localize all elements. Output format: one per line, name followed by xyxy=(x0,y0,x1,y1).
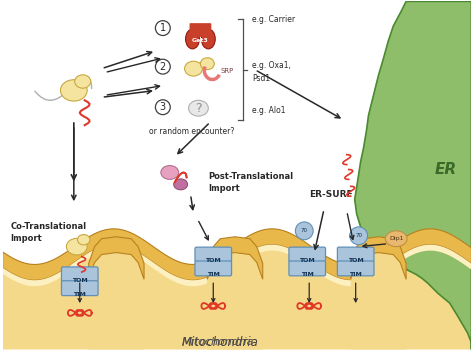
Circle shape xyxy=(155,21,170,36)
Text: or random encounter?: or random encounter? xyxy=(149,127,234,137)
Circle shape xyxy=(295,222,313,240)
Text: ER-SURF: ER-SURF xyxy=(309,190,353,199)
Polygon shape xyxy=(207,237,263,279)
Text: e.g. Alo1: e.g. Alo1 xyxy=(252,106,285,115)
Polygon shape xyxy=(89,263,144,342)
Polygon shape xyxy=(89,249,144,350)
Polygon shape xyxy=(3,229,471,350)
Text: TOM: TOM xyxy=(72,278,88,283)
Ellipse shape xyxy=(201,29,215,49)
Text: TIM: TIM xyxy=(207,272,220,277)
Text: Post-Translational: Post-Translational xyxy=(208,172,293,181)
Polygon shape xyxy=(207,263,263,342)
FancyBboxPatch shape xyxy=(289,247,326,262)
Text: 2: 2 xyxy=(160,62,166,72)
FancyBboxPatch shape xyxy=(62,267,98,282)
FancyBboxPatch shape xyxy=(190,23,211,37)
Ellipse shape xyxy=(385,231,407,247)
Ellipse shape xyxy=(77,234,90,245)
Text: 1: 1 xyxy=(160,23,166,33)
Circle shape xyxy=(350,227,367,245)
Text: TOM: TOM xyxy=(348,258,364,263)
FancyBboxPatch shape xyxy=(337,261,374,276)
Polygon shape xyxy=(351,237,406,279)
Text: TIM: TIM xyxy=(349,272,362,277)
Polygon shape xyxy=(3,229,471,280)
FancyBboxPatch shape xyxy=(289,261,326,276)
Polygon shape xyxy=(3,245,471,286)
Polygon shape xyxy=(351,249,406,350)
FancyBboxPatch shape xyxy=(195,261,232,276)
Text: Mitochondria: Mitochondria xyxy=(182,337,255,347)
Polygon shape xyxy=(207,249,263,350)
Ellipse shape xyxy=(161,165,179,180)
Text: e.g. Oxa1,: e.g. Oxa1, xyxy=(252,61,291,70)
Text: TIM: TIM xyxy=(301,272,314,277)
FancyBboxPatch shape xyxy=(337,247,374,262)
Ellipse shape xyxy=(184,61,202,76)
FancyBboxPatch shape xyxy=(62,281,98,296)
Ellipse shape xyxy=(186,29,200,49)
Text: Dip1: Dip1 xyxy=(389,236,403,241)
Polygon shape xyxy=(89,237,144,279)
Ellipse shape xyxy=(173,179,188,190)
Text: 70: 70 xyxy=(301,228,308,233)
Text: Get3: Get3 xyxy=(192,38,209,43)
Ellipse shape xyxy=(189,100,208,116)
Ellipse shape xyxy=(66,238,87,255)
Ellipse shape xyxy=(201,58,214,70)
Text: ?: ? xyxy=(195,102,202,115)
Text: Co-Translational: Co-Translational xyxy=(10,222,87,231)
Circle shape xyxy=(155,59,170,74)
Text: TOM: TOM xyxy=(300,258,315,263)
Ellipse shape xyxy=(75,75,91,88)
Text: ER: ER xyxy=(435,162,457,177)
Text: TOM: TOM xyxy=(205,258,221,263)
Text: Import: Import xyxy=(10,234,42,243)
Text: 3: 3 xyxy=(160,102,166,112)
Polygon shape xyxy=(355,1,471,350)
FancyBboxPatch shape xyxy=(195,247,232,262)
Polygon shape xyxy=(351,263,406,342)
Text: Import: Import xyxy=(208,184,240,193)
Text: SRP: SRP xyxy=(220,68,233,74)
Text: e.g. Carrier: e.g. Carrier xyxy=(252,15,295,24)
Text: Psd1: Psd1 xyxy=(252,74,270,83)
Text: Mitochondria: Mitochondria xyxy=(182,336,259,349)
Text: TIM: TIM xyxy=(73,291,86,297)
Circle shape xyxy=(155,100,170,115)
Text: 70: 70 xyxy=(355,233,362,238)
Ellipse shape xyxy=(61,80,87,101)
